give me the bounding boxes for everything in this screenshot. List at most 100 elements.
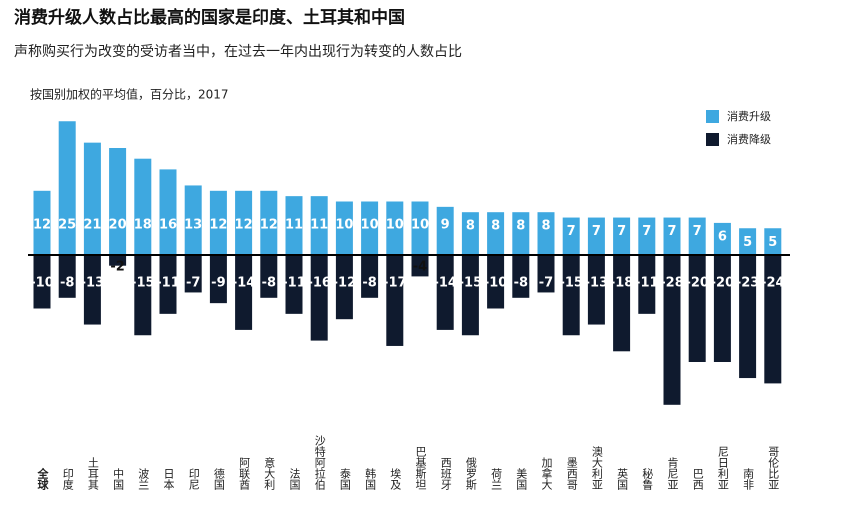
- x-tick-label: 英国: [616, 467, 629, 491]
- bar: [638, 255, 656, 314]
- data-label: -20: [711, 276, 735, 291]
- data-label: -14: [433, 276, 457, 291]
- data-label: 7: [693, 224, 702, 239]
- data-label: -4: [413, 260, 427, 275]
- data-label: 8: [516, 219, 525, 234]
- x-tick-label: 巴西: [691, 468, 704, 490]
- x-tick-label: 意大利: [263, 456, 276, 490]
- bar: [638, 217, 656, 255]
- data-label: -11: [635, 276, 659, 291]
- data-label: 5: [743, 235, 752, 250]
- x-tick-label: 阿联酋: [238, 457, 251, 490]
- data-label: -10: [30, 276, 54, 291]
- data-label: 10: [411, 218, 429, 233]
- bar: [461, 212, 479, 255]
- x-tick-label: 尼日利亚: [716, 446, 729, 490]
- x-tick-label: 日本: [162, 468, 175, 491]
- chart-note: 按国别加权的平均值，百分比，2017: [30, 87, 229, 102]
- data-label: -10: [484, 276, 508, 291]
- bar: [386, 255, 404, 346]
- data-label: 8: [541, 219, 550, 234]
- bar: [109, 148, 127, 255]
- data-label: 16: [159, 218, 177, 233]
- data-label: 5: [768, 235, 777, 250]
- bar: [436, 255, 454, 330]
- x-tick-label: 俄罗斯: [464, 457, 477, 491]
- data-label: -14: [232, 276, 256, 291]
- x-tick-label: 印度: [61, 468, 74, 491]
- data-label: 21: [83, 218, 101, 233]
- data-label: 10: [335, 218, 353, 233]
- bar: [260, 255, 278, 298]
- bar: [335, 255, 353, 320]
- bar: [109, 255, 127, 266]
- data-label: 12: [235, 218, 253, 233]
- bar: [159, 169, 177, 255]
- bar: [285, 196, 303, 255]
- data-label: 7: [617, 224, 626, 239]
- data-label: -13: [81, 276, 105, 291]
- bar: [764, 228, 782, 255]
- bar: [587, 255, 605, 325]
- data-label: -13: [585, 276, 609, 291]
- x-tick-label: 巴基斯坦: [414, 446, 427, 490]
- data-label: -7: [186, 276, 200, 291]
- data-label: -8: [60, 276, 74, 291]
- bar: [537, 212, 555, 255]
- legend-swatch: [706, 110, 719, 123]
- bar: [739, 228, 757, 255]
- data-label: 10: [361, 218, 379, 233]
- data-label: -23: [736, 276, 760, 291]
- bar: [739, 255, 757, 379]
- data-label: -8: [262, 276, 276, 291]
- data-label: 11: [285, 218, 303, 233]
- data-label: 12: [209, 218, 227, 233]
- data-label: -8: [514, 276, 528, 291]
- bar: [310, 255, 328, 341]
- bar: [33, 190, 51, 255]
- data-label: 6: [718, 229, 727, 244]
- data-label: 25: [58, 218, 76, 233]
- data-label: 9: [441, 218, 450, 233]
- bar: [209, 190, 227, 255]
- data-label: -17: [383, 276, 407, 291]
- bar: [461, 255, 479, 336]
- bar: [537, 255, 555, 293]
- x-tick-label: 埃及: [389, 467, 402, 490]
- data-label: -16: [307, 276, 331, 291]
- bar: [83, 255, 101, 325]
- data-label: -12: [333, 276, 357, 291]
- bar: [83, 142, 101, 255]
- data-label: 20: [109, 218, 127, 233]
- data-label: 13: [184, 218, 202, 233]
- bar: [33, 255, 51, 309]
- bar: [310, 196, 328, 255]
- bar: [411, 201, 429, 255]
- x-tick-label: 法国: [288, 467, 301, 491]
- bar: [58, 121, 76, 255]
- data-label: -20: [685, 276, 709, 291]
- x-tick-label: 美国: [515, 468, 528, 491]
- bar: [613, 255, 631, 352]
- x-tick-label: 波兰: [137, 468, 150, 490]
- bar: [512, 212, 530, 255]
- bar: [58, 255, 76, 298]
- bar: [159, 255, 177, 314]
- data-label: -15: [459, 276, 483, 291]
- data-label: 12: [260, 218, 278, 233]
- data-label: 12: [33, 218, 51, 233]
- data-label: 8: [466, 219, 475, 234]
- bar: [411, 255, 429, 277]
- data-label: -7: [539, 276, 553, 291]
- data-label: -2: [110, 260, 124, 275]
- data-label: 18: [134, 218, 152, 233]
- data-label: -11: [156, 276, 180, 291]
- x-tick-label: 全球: [36, 467, 50, 491]
- data-label: -15: [131, 276, 155, 291]
- bar: [235, 255, 253, 330]
- data-label: -18: [610, 276, 634, 291]
- x-tick-label: 西班牙: [439, 457, 452, 491]
- bar: [184, 185, 202, 255]
- bar: [562, 217, 580, 255]
